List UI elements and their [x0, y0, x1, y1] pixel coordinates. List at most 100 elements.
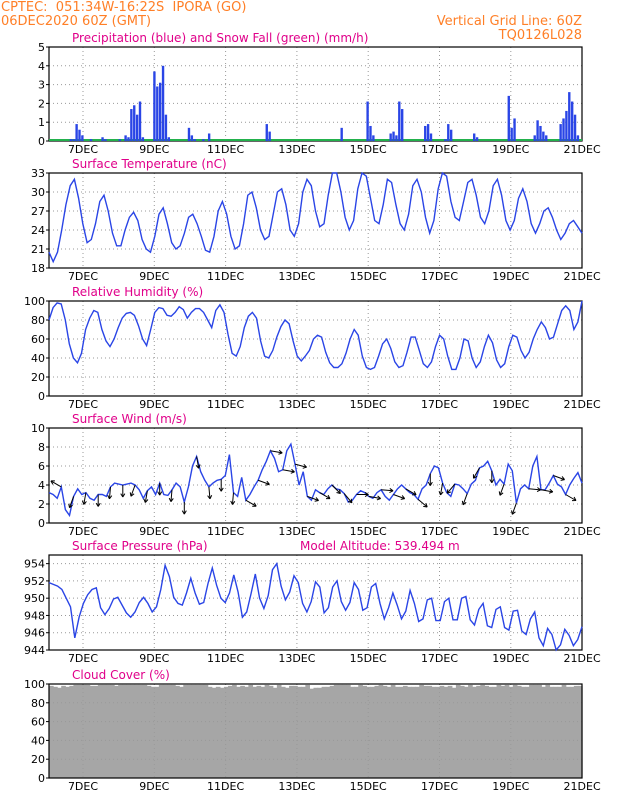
- precip-bar: [127, 137, 130, 141]
- cloud-bar: [378, 684, 384, 778]
- wind-arrow-head: [536, 487, 541, 493]
- wind-arrow: [446, 483, 456, 494]
- wind-arrow-head: [560, 476, 565, 481]
- cloud-xtick-label: 21DEC: [564, 780, 601, 793]
- cloud-bar: [529, 684, 534, 778]
- header-grid-line: Vertical Grid Line: 60Z: [436, 14, 582, 29]
- cloud-bar: [431, 686, 437, 778]
- cloud-bar: [110, 684, 115, 778]
- precip-ytick-label: 3: [38, 79, 45, 92]
- precip-bar: [101, 137, 104, 141]
- cloud-bar: [293, 685, 298, 778]
- cloud-bar: [557, 686, 563, 778]
- cloud-bar: [516, 685, 522, 778]
- header-date: 06DEC2020 60Z (GMT): [1, 14, 152, 29]
- wind-arrow: [257, 479, 270, 485]
- rh-frame: [48, 300, 583, 397]
- cloud-bar: [537, 684, 542, 778]
- wind-arrow-head: [107, 495, 113, 500]
- precip-bar: [513, 118, 516, 141]
- wind-arrow-head: [325, 494, 331, 500]
- wind-ytick-label: 4: [38, 479, 45, 492]
- cloud-bar: [101, 684, 107, 778]
- wind-ytick-label: 2: [38, 498, 45, 511]
- cloud-bar: [484, 685, 490, 778]
- precip-xtick-label: 11DEC: [207, 143, 244, 156]
- cloud-bar: [195, 684, 201, 778]
- cloud-xtick-label: 17DEC: [421, 780, 458, 793]
- cloud-bar: [419, 684, 424, 778]
- wind-arrow: [270, 450, 283, 454]
- precip-bar: [141, 137, 145, 141]
- wind-arrow-head: [498, 491, 504, 496]
- precip-bar: [89, 139, 93, 141]
- cloud-bar: [468, 684, 473, 778]
- wind-arrow-head: [314, 497, 319, 502]
- cloud-bar: [496, 684, 502, 778]
- wind-arrow: [343, 493, 353, 504]
- wind-arrow-head: [143, 498, 149, 503]
- precip-bar: [568, 92, 571, 141]
- cloud-bar: [402, 685, 408, 778]
- wind-arrow-head: [347, 498, 353, 504]
- wind-ytick-label: 6: [38, 460, 45, 473]
- wind-ytick-label: 10: [31, 422, 45, 435]
- wind-xtick-label: 19DEC: [492, 525, 529, 538]
- cloud-bar: [114, 685, 119, 778]
- cloud-bar: [500, 685, 506, 778]
- precip-bar: [78, 129, 81, 141]
- wind-arrow-head: [364, 492, 369, 497]
- rh-ytick-label: 80: [31, 314, 45, 327]
- wind-arrow-head: [129, 492, 135, 497]
- precip-bar: [372, 135, 375, 141]
- cloud-bar: [284, 687, 290, 778]
- wind-arrow: [393, 494, 405, 500]
- precip-bar: [75, 124, 78, 141]
- wind-series-line: [48, 442, 583, 518]
- precip-bar: [389, 133, 392, 141]
- cloud-bar: [73, 684, 79, 778]
- cloud-bar: [268, 685, 274, 778]
- wind-ytick-label: 0: [38, 517, 45, 530]
- cloud-bar: [223, 686, 229, 778]
- precip-bar: [193, 139, 196, 141]
- wind-arrow-head: [412, 491, 417, 496]
- precip-bar: [72, 139, 75, 141]
- temp-xtick-label: 17DEC: [421, 270, 458, 283]
- cloud-bar: [541, 686, 546, 778]
- precip-bar: [268, 131, 271, 141]
- precip-bar: [473, 133, 476, 141]
- rh-xtick-label: 7DEC: [68, 398, 98, 411]
- cloud-bar: [577, 685, 583, 778]
- wind-arrow-head: [278, 449, 283, 455]
- precip-xtick-label: 9DEC: [139, 143, 169, 156]
- precip-bar: [118, 139, 122, 141]
- cloud-xtick-label: 11DEC: [207, 780, 244, 793]
- cloud-bar: [435, 686, 441, 778]
- cloud-ytick-label: 20: [31, 753, 45, 766]
- cloud-bar: [354, 686, 359, 778]
- cloud-bar: [398, 686, 404, 778]
- cloud-bar: [81, 684, 87, 778]
- precip-bar: [153, 71, 156, 141]
- cloud-bar: [386, 686, 392, 778]
- wind-arrow: [540, 489, 553, 493]
- precip-bar: [565, 110, 568, 141]
- temp-xtick-label: 7DEC: [68, 270, 98, 283]
- wind-arrow: [440, 483, 444, 496]
- cloud-bar: [549, 686, 555, 778]
- wind-arrow-head: [461, 500, 467, 506]
- precip-ytick-label: 1: [38, 116, 45, 129]
- wind-xtick-label: 9DEC: [139, 525, 169, 538]
- cloud-bar: [146, 685, 152, 778]
- pres-ytick-label: 950: [24, 592, 45, 605]
- precip-frame: [48, 46, 583, 142]
- wind-arrow-head: [230, 500, 236, 505]
- cloud-bar: [150, 686, 156, 778]
- wind-arrow: [170, 489, 173, 502]
- cloud-xtick-label: 9DEC: [139, 780, 169, 793]
- cloud-bar: [179, 686, 184, 778]
- cloud-bar: [232, 684, 237, 778]
- wind-arrow-head: [427, 481, 433, 486]
